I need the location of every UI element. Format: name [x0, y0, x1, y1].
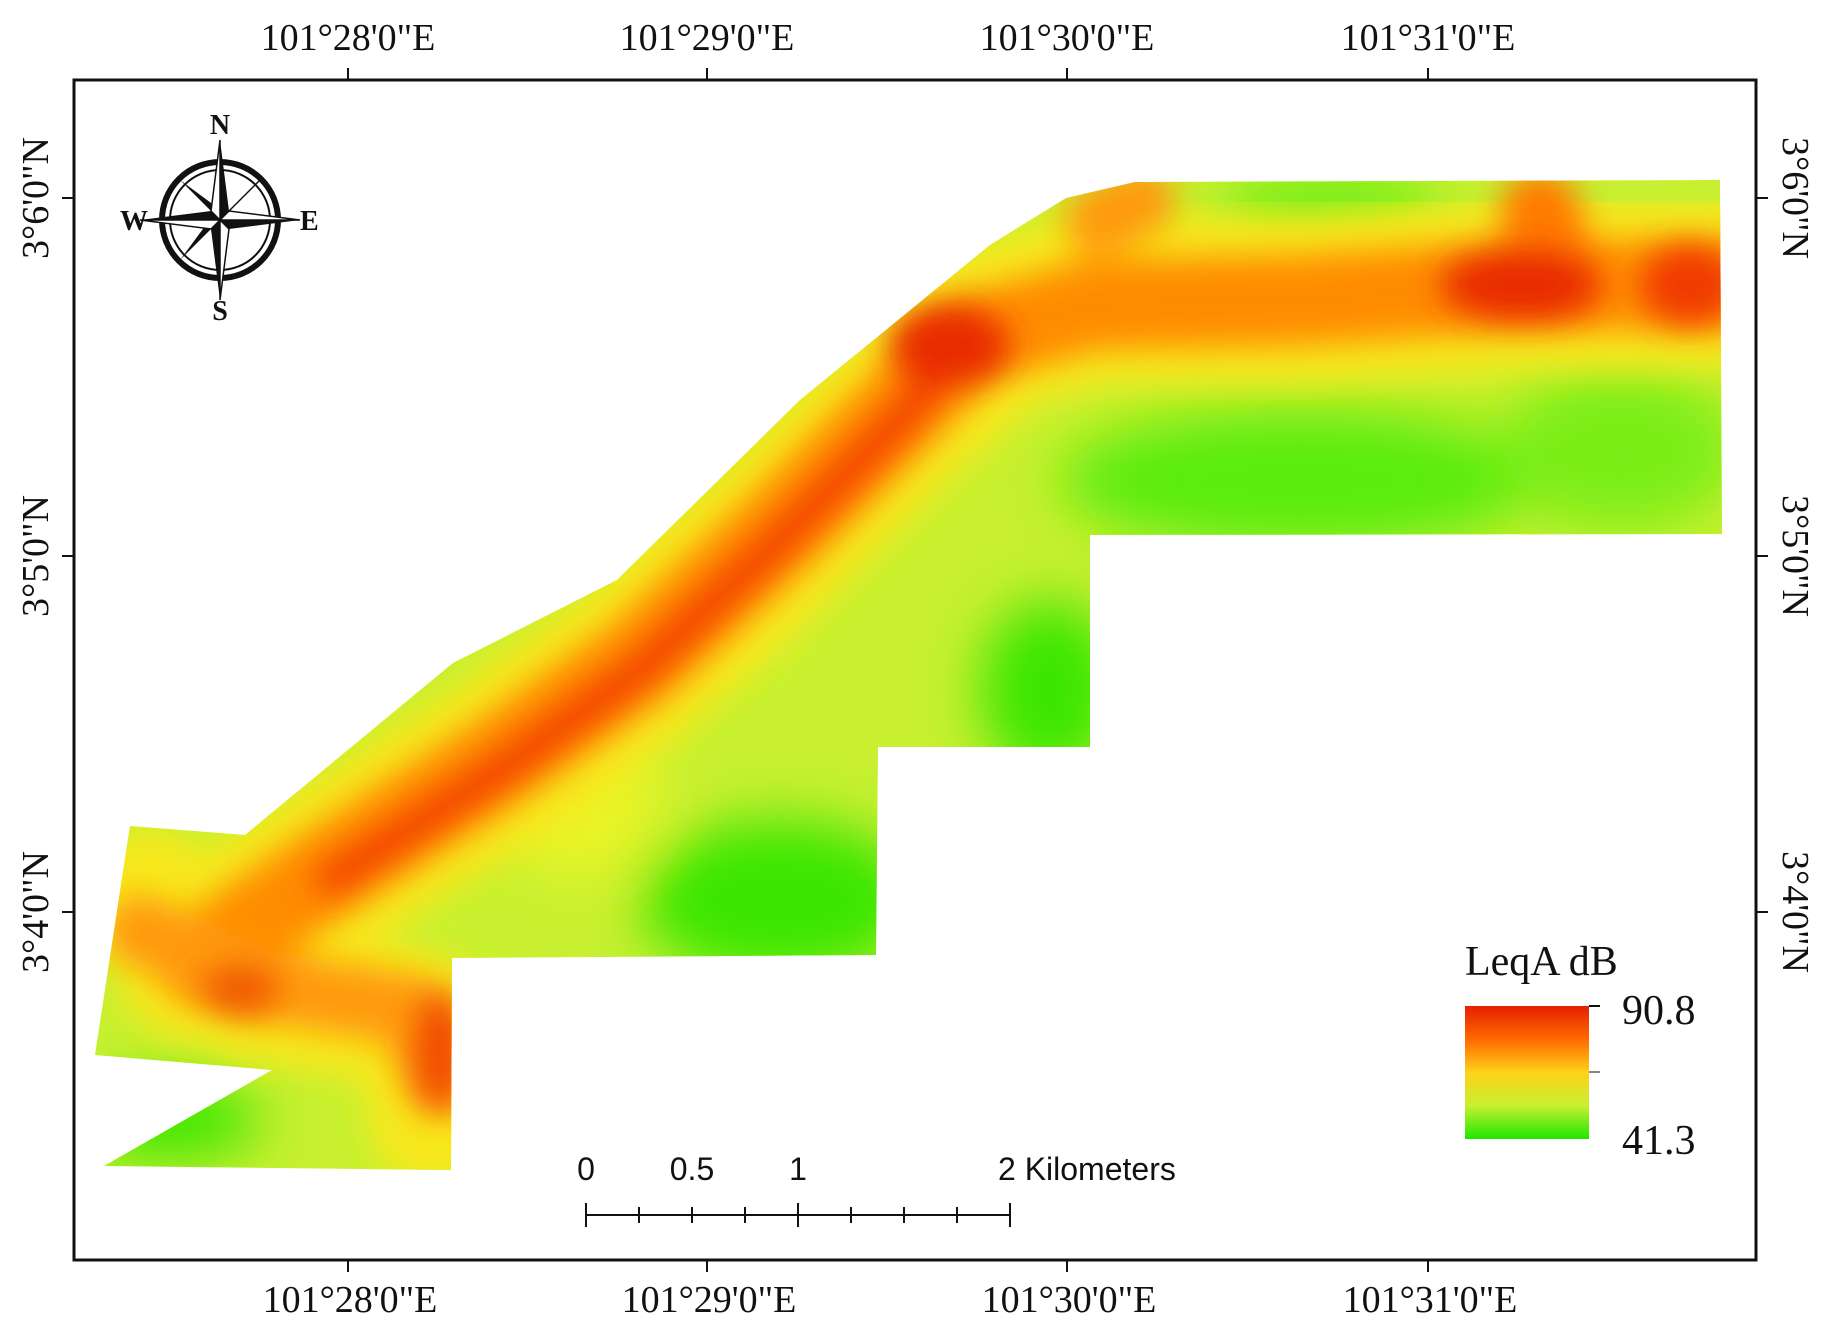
bottom-longitude-labels: 101°28'0"E 101°29'0"E 101°30'0"E 101°31'… [263, 1279, 1518, 1321]
left-latitude-labels: 3°6'0"N 3°5'0"N 3°4'0"N [15, 137, 57, 973]
top-longitude-labels: 101°28'0"E 101°29'0"E 101°30'0"E 101°31'… [261, 17, 1516, 59]
compass-rose-icon: N S E W [120, 110, 319, 327]
scale-label-2-km: 2 Kilometers [998, 1151, 1176, 1187]
bottom-tick-label: 101°31'0"E [1343, 1279, 1518, 1321]
map-frame [72, 78, 1758, 1262]
compass-south-label: S [212, 296, 228, 327]
top-tick-label: 101°31'0"E [1341, 17, 1516, 59]
compass-east-label: E [300, 206, 319, 237]
left-tick-label: 3°4'0"N [15, 851, 57, 973]
compass-west-label: W [120, 206, 148, 237]
left-tick-label: 3°6'0"N [15, 137, 57, 259]
scale-label-1: 1 [789, 1151, 807, 1187]
legend-min-label: 41.3 [1622, 1118, 1696, 1164]
legend: LeqA dB 90.8 41.3 [1465, 939, 1696, 1164]
compass-north-label: N [210, 110, 230, 141]
graticule-ticks [62, 68, 1768, 1272]
scale-bar: 0 0.5 1 2 Kilometers [577, 1151, 1176, 1227]
right-tick-label: 3°6'0"N [1774, 137, 1816, 259]
scale-label-0: 0 [577, 1151, 595, 1187]
legend-max-label: 90.8 [1622, 988, 1696, 1034]
bottom-tick-label: 101°29'0"E [622, 1279, 797, 1321]
top-tick-label: 101°28'0"E [261, 17, 436, 59]
left-tick-label: 3°5'0"N [15, 495, 57, 617]
right-latitude-labels: 3°6'0"N 3°5'0"N 3°4'0"N [1774, 137, 1816, 973]
right-tick-label: 3°5'0"N [1774, 495, 1816, 617]
legend-color-ramp [1465, 1006, 1589, 1139]
right-tick-label: 3°4'0"N [1774, 851, 1816, 973]
top-tick-label: 101°30'0"E [980, 17, 1155, 59]
bottom-tick-label: 101°28'0"E [263, 1279, 438, 1321]
top-tick-label: 101°29'0"E [620, 17, 795, 59]
scale-label-0-5: 0.5 [670, 1151, 714, 1187]
bottom-tick-label: 101°30'0"E [982, 1279, 1157, 1321]
legend-title: LeqA dB [1465, 939, 1618, 985]
